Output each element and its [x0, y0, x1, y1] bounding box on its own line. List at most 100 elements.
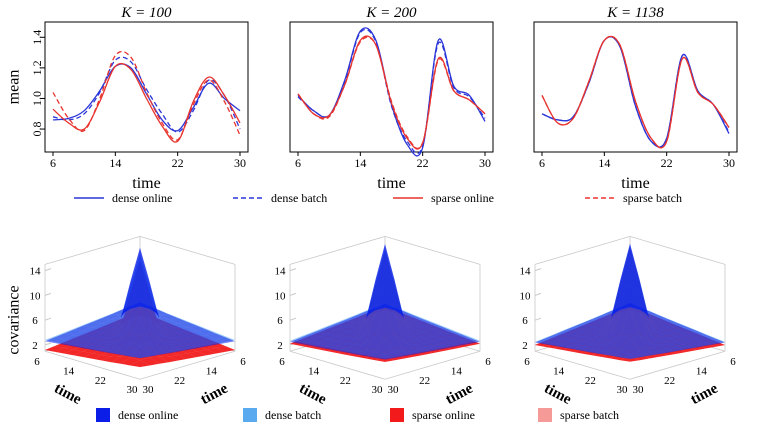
surface-cell-dense-online [149, 304, 169, 320]
axis-tick-label-right: 14 [696, 366, 708, 378]
surface-cell-dense-online [611, 243, 630, 322]
legend-color-swatch [390, 408, 404, 422]
box-floor-front [44, 350, 236, 380]
surface-cell-dense-online [554, 342, 573, 348]
surface-cell-dense-online [649, 317, 668, 326]
surface-cell-dense-online [563, 338, 583, 344]
surface-cell-dense-online [356, 285, 376, 337]
axis-tick-label-right: 30 [143, 384, 155, 396]
surface-cell-dense-online [64, 335, 83, 341]
surface-cell-dense-online [639, 308, 659, 343]
surface-cell-dense-online [423, 328, 442, 335]
surface-cell-dense-online [83, 338, 102, 345]
surface-cell-dense-online [432, 332, 452, 338]
surface-cell-dense-online [111, 348, 131, 355]
box-top-back [534, 235, 726, 265]
surface-cell-dense-online [413, 347, 433, 353]
surface-cell-dense-online [611, 348, 630, 358]
z-tick [44, 342, 52, 346]
box-top-back [289, 235, 481, 265]
z-tick [44, 268, 52, 272]
surface-cell-dense-online [611, 333, 630, 349]
surface-cell-dense-online [544, 340, 564, 346]
surface-cell-dense-online [563, 343, 583, 350]
surface-cell-dense-online [649, 315, 668, 321]
z-tick-label: 2 [522, 340, 528, 352]
surface-cell-dense-online [649, 348, 668, 355]
surface-cell-dense-online [687, 336, 706, 342]
surface-cell-dense-online [404, 322, 423, 337]
surface-cell-dense-online [620, 306, 640, 337]
y-tick-label: 1.0 [30, 91, 44, 106]
surface-cell-dense-online [328, 334, 347, 340]
surface-cell-dense-online [601, 305, 621, 321]
surface-cell-dense-online [45, 337, 64, 343]
surface-cell-dense-online [111, 281, 131, 331]
z-tick [289, 292, 297, 296]
axis-tick-label-right: 22 [664, 375, 675, 387]
surface-cell-dense-online [206, 339, 226, 345]
surface-cell-dense-online [461, 338, 480, 344]
surface-cell-dense-online [413, 319, 433, 325]
surface-cell-dense-online [102, 321, 121, 336]
surface-cell-dense-online [168, 318, 188, 324]
axis-tick-label-right: 22 [419, 375, 430, 387]
z-tick-label: 6 [32, 315, 38, 327]
surface-cell-dense-online [64, 340, 83, 347]
surface-cell-dense-online [168, 329, 188, 335]
surface-cell-dense-online [54, 333, 74, 340]
surface-cell-dense-online [375, 244, 395, 286]
z-tick [44, 292, 52, 296]
surface-cell-dense-online [668, 334, 687, 340]
surface-cell-dense-online [394, 349, 414, 357]
surface-cell-dense-online [649, 321, 668, 337]
surface-cell-dense-online [677, 343, 697, 350]
surface-cell-dense-online [668, 323, 687, 329]
legend-label: sparse batch [560, 408, 619, 422]
surface-cell-dense-online [328, 323, 347, 329]
surface-cell-dense-online [639, 305, 659, 321]
surface-cell-dense-online [658, 330, 678, 336]
surface-cell-dense-online [442, 330, 461, 337]
axis-tick-label-right: 14 [451, 366, 463, 378]
legend-label: dense batch [265, 408, 321, 422]
legend-label: sparse online [431, 191, 494, 205]
x-tick-label: 6 [295, 156, 301, 170]
surface-cell-dense-online [649, 329, 668, 343]
surface-cell-dense-online [178, 333, 197, 339]
z-tick-label: 6 [522, 315, 528, 327]
x-tick-label: 22 [417, 156, 429, 170]
surface-cell-dense-online [168, 340, 188, 347]
series-line-dense-batch [52, 56, 241, 133]
x-axis-label: time [132, 175, 160, 192]
series-line-sparse-online [52, 62, 241, 143]
surface-cell-dense-online [394, 285, 414, 337]
surface-cell-dense-online [385, 307, 404, 341]
axis-tick-label-right: 30 [388, 384, 400, 396]
surface-cell-dense-online [442, 341, 461, 348]
legend-label: dense online [112, 191, 172, 205]
surface-cell-dense-online [582, 319, 602, 325]
surface-cell-dense-online [696, 334, 716, 341]
surface-cell-sparse-online [111, 356, 131, 364]
surface-cell-dense-online [423, 345, 442, 351]
surface-cell-dense-online [337, 341, 357, 348]
surface-cell-dense-online [620, 243, 640, 285]
surface-cell-dense-online [573, 323, 592, 329]
surface-cell-dense-online [83, 344, 102, 350]
surface-cell-dense-online [451, 339, 471, 346]
axis-tick-label-left: 30 [372, 384, 384, 396]
z-axis-label: covariance [6, 285, 23, 354]
surface-cell-dense-online [404, 348, 423, 355]
surface-cell-dense-online [64, 329, 83, 336]
surface-cell-dense-online [102, 347, 121, 354]
surface-cell-dense-online [356, 333, 376, 350]
z-tick-label: 2 [32, 340, 38, 352]
surface-cell-dense-online [149, 281, 169, 331]
surface-cell-dense-online [366, 307, 385, 341]
z-tick-label: 14 [275, 266, 287, 278]
z-tick-label: 10 [275, 290, 287, 302]
axis-label-right: time [443, 380, 476, 408]
surface-cell-dense-online [111, 309, 131, 342]
surface-cell-dense-online [168, 334, 188, 341]
